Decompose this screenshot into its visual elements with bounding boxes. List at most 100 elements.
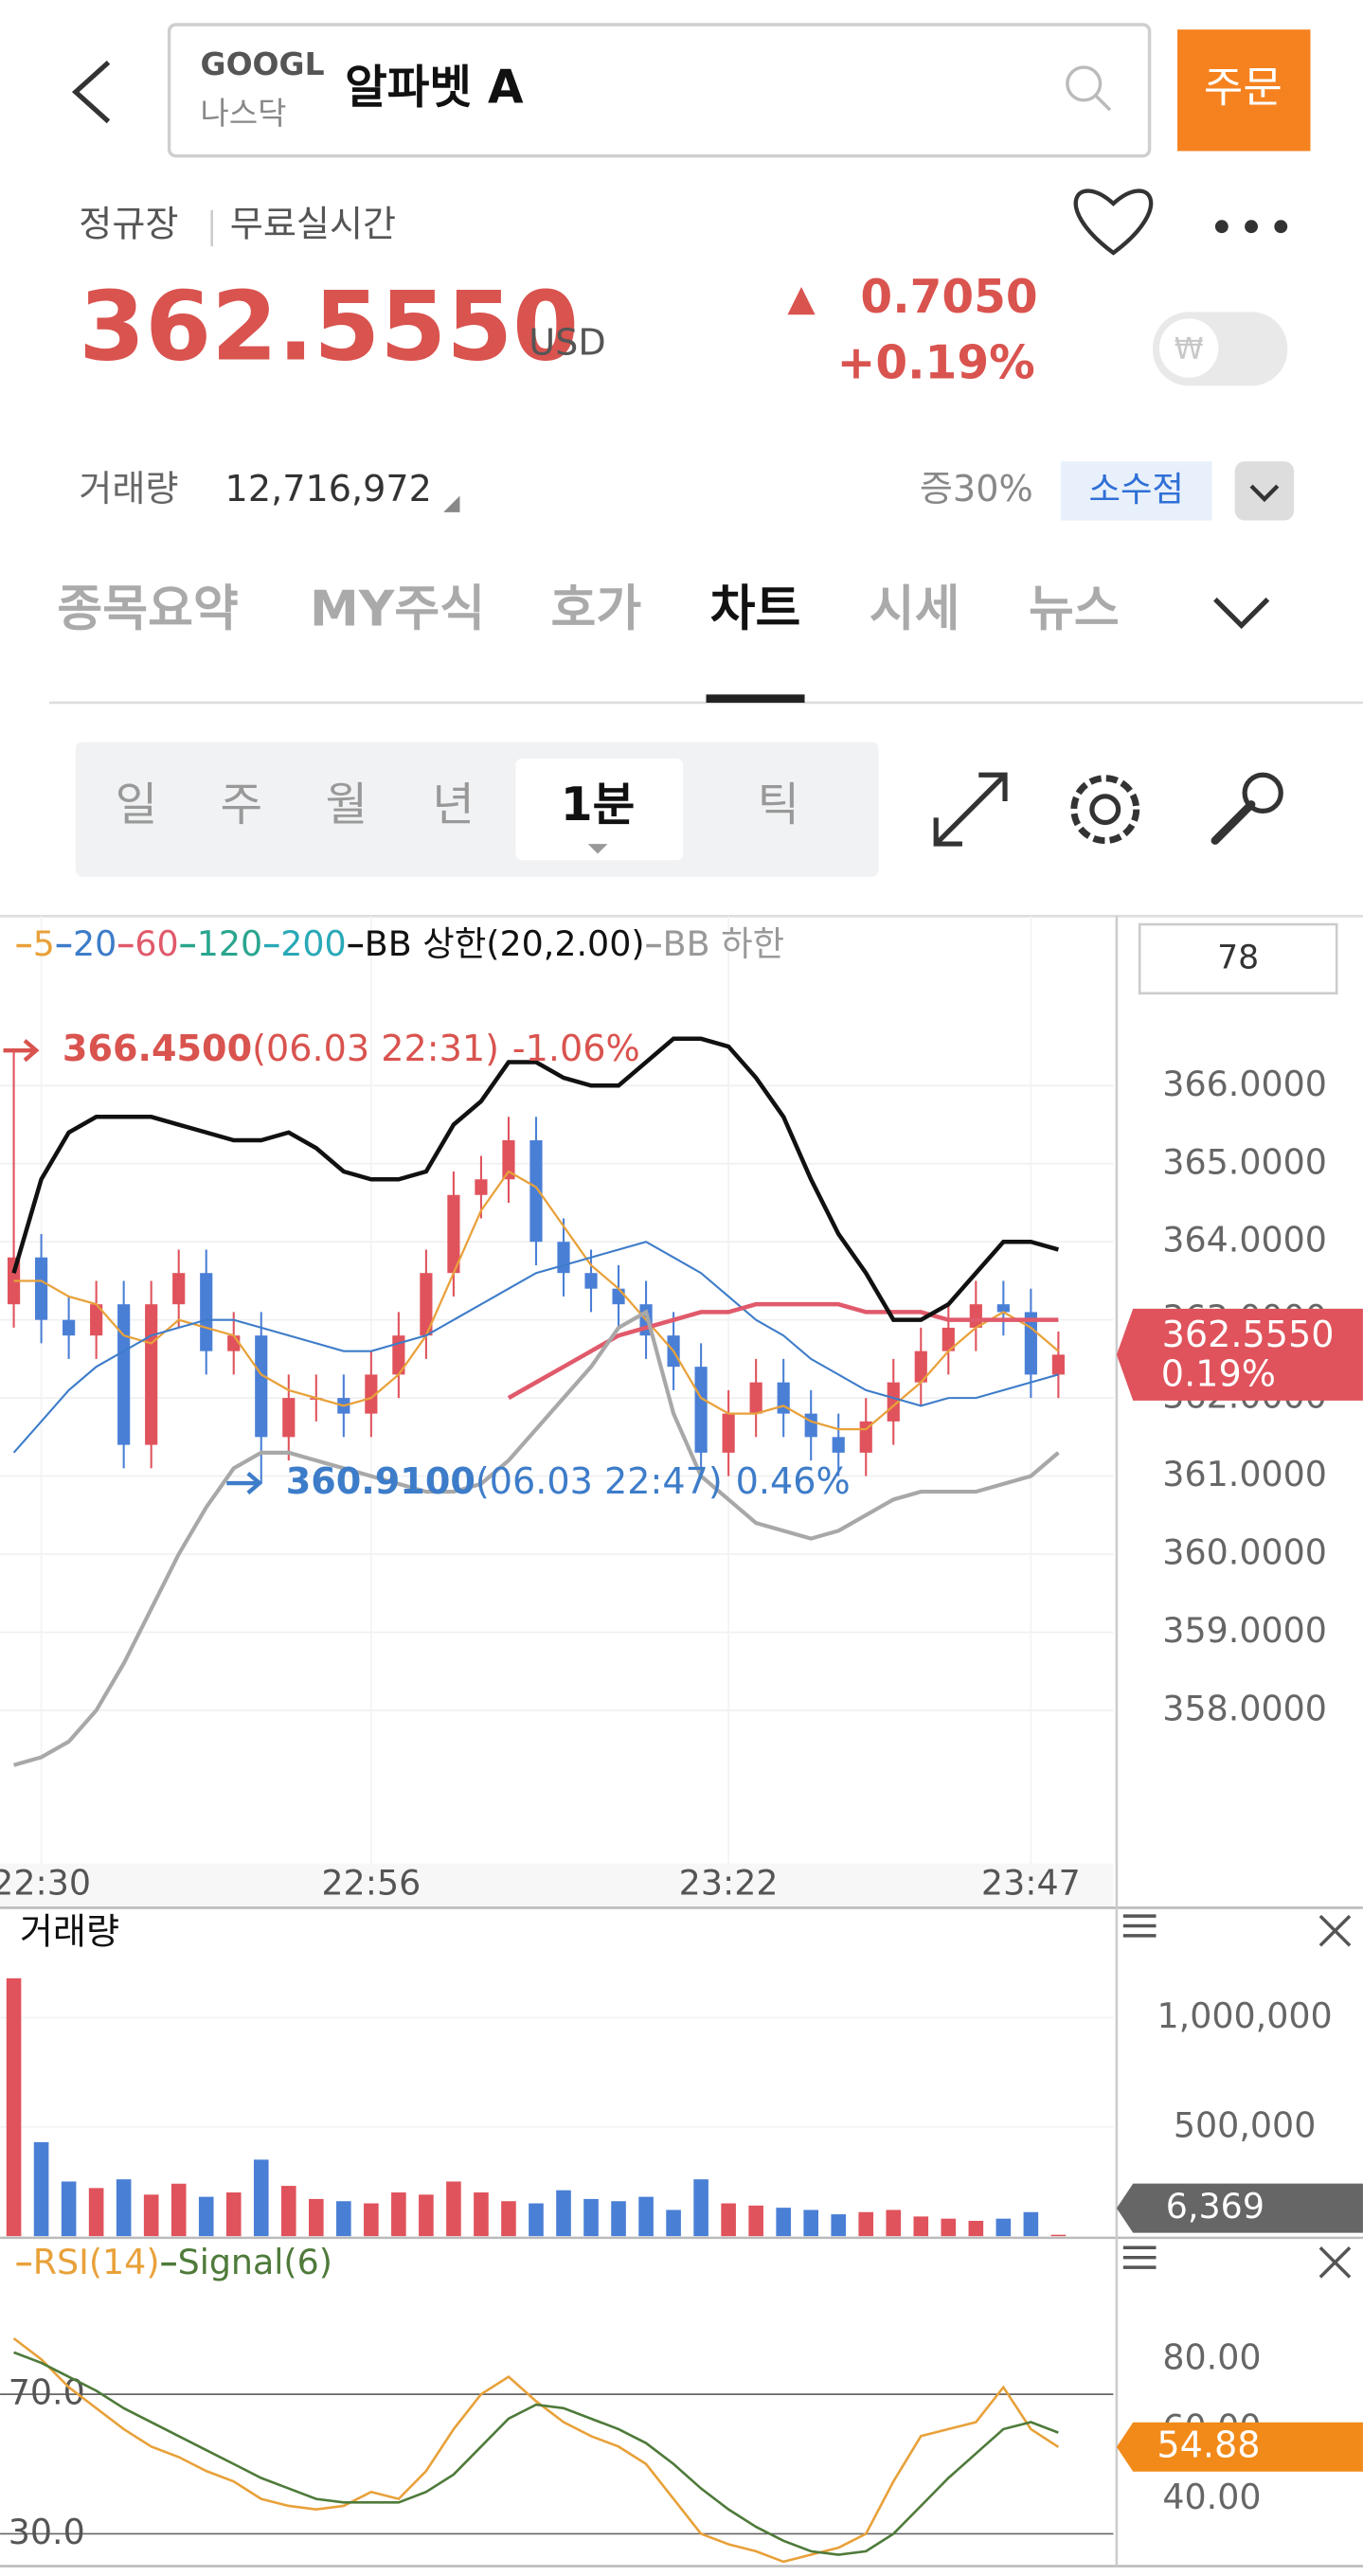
candle-body [35,1257,48,1320]
dropdown-chevron [1249,484,1280,503]
volume-bar [721,2203,736,2237]
candle-body [392,1335,405,1375]
marker-arrow [226,1471,263,1495]
volume: 12,716,972 [225,468,432,510]
candle-body [145,1304,158,1445]
volume-bar [611,2201,626,2237]
marker-time: (06.03 22:31) [252,1028,499,1069]
more-dot[interactable] [1245,220,1258,234]
volume-bar [1023,2211,1039,2237]
back-button[interactable] [71,60,111,124]
toggle-knob [1158,318,1219,378]
candle-body [255,1335,268,1438]
period[interactable]: 주 [221,778,263,832]
last-rsi-tag [1116,2422,1363,2472]
candle-body [804,1413,817,1438]
exchange: 나스닥 [201,95,287,132]
candle-body [63,1319,76,1336]
candle-body [447,1194,460,1274]
marker-value: 366.4500 [63,1028,252,1069]
volume-bar [858,2211,874,2237]
x-tick-label: 23:22 [679,1863,779,1904]
settings-icon[interactable] [1070,775,1140,845]
period[interactable]: 월 [326,778,368,832]
volume-bar [886,2209,902,2237]
x-tick-label: 22:30 [0,1863,91,1904]
y-tick-label: 40.00 [1162,2477,1261,2517]
candle-body [420,1273,433,1336]
x-axis-band [0,1863,1114,1908]
settings-icon-center [1089,794,1121,826]
expand-icon[interactable] [933,772,1008,847]
y-tick-label: 1,000,000 [1157,1995,1333,2036]
search-icon[interactable] [1066,65,1103,102]
volume-bar [170,2183,187,2237]
indicator-line [12,1241,1059,1454]
indicator-line [13,1170,1060,1431]
volume-bar [198,2196,214,2237]
rsi-line [12,2337,1060,2564]
period[interactable]: 틱 [757,778,799,832]
volume-bar [583,2198,599,2237]
tab[interactable]: 종목요약 [57,581,238,638]
favorite-button[interactable] [1073,188,1154,256]
y-tick-label: 360.0000 [1162,1532,1327,1573]
candle-body [90,1304,103,1336]
candle-body [832,1437,845,1453]
toggle-label: ₩ [1175,331,1204,366]
volume-bar [501,2201,516,2237]
search-box[interactable] [167,23,1152,158]
tab[interactable]: 시세 [870,581,960,638]
rsi-line [13,2351,1059,2556]
volume-bar [391,2191,406,2237]
candle-body [1051,1354,1065,1375]
volume-bar [913,2216,929,2237]
panel-menu-icon[interactable] [1122,1914,1157,2269]
dropdown-button[interactable] [1234,461,1295,521]
legend-label: BB 하한 [663,923,784,964]
panel-close-icon[interactable] [1318,1914,1352,2279]
candle-body [200,1273,213,1351]
volume-bar [529,2203,544,2237]
last-rsi: 54.88 [1157,2424,1260,2465]
active-period [515,758,684,861]
y-tick-label: 364.0000 [1162,1220,1327,1261]
volume-bar [803,2209,818,2237]
candle-body [887,1382,900,1422]
order-label[interactable]: 주문 [1204,62,1282,112]
tab[interactable]: 뉴스 [1029,581,1120,638]
period[interactable]: 년 [432,778,475,832]
volume-bar [280,2186,296,2237]
more-dot[interactable] [1214,220,1228,234]
volume-bar [88,2188,104,2237]
volume-bar [116,2179,132,2237]
volume-bar [33,2141,49,2237]
fraction-label[interactable]: 소수점 [1088,469,1183,510]
ticker: GOOGL [201,45,325,82]
candle-body [502,1140,515,1180]
tab-more[interactable] [1213,597,1270,630]
period[interactable]: 일 [116,778,158,832]
candle-body [365,1374,378,1414]
tool-icon[interactable] [1211,800,1256,845]
session: 정규장 [79,204,178,245]
y-tick-label: 80.00 [1162,2337,1261,2378]
active-period-caret [587,844,608,854]
fraction-button[interactable] [1060,461,1212,521]
tab[interactable]: 호가 [551,581,642,638]
last-price: 362.5550 [1162,1314,1335,1355]
more-dot[interactable] [1274,220,1288,234]
order-button[interactable] [1177,29,1311,152]
stock-name: 알파벳 A [345,61,524,114]
volume-bar [446,2181,461,2237]
volume-bar [968,2220,984,2237]
count-box[interactable] [1138,922,1338,995]
tab[interactable]: 차트 [710,581,801,638]
volume-bar [6,1977,22,2237]
y-tick-label: 359.0000 [1162,1610,1327,1651]
volume-bar [309,2198,324,2237]
tab[interactable]: MY주식 [310,581,485,638]
period[interactable]: 1분 [561,778,635,832]
last-change: 0.19% [1161,1352,1276,1394]
